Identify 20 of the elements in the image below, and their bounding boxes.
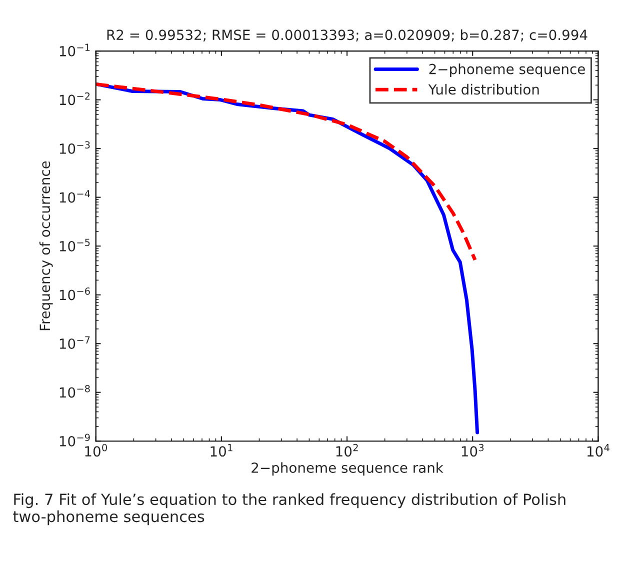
x-tick-label: 10$^{3}$ <box>462 444 484 457</box>
y-axis-title: Frequency of occurrence <box>39 161 53 330</box>
y-tick-label: 10$^{−4}$ <box>60 190 90 203</box>
y-tick-label: 10$^{−5}$ <box>60 238 90 252</box>
x-tick-label: 10$^{1}$ <box>210 444 232 457</box>
y-tick-label: 10$^{−2}$ <box>60 92 90 106</box>
legend-label: 2−phoneme sequence <box>429 64 585 77</box>
x-tick-label: 10$^{0}$ <box>85 444 108 457</box>
y-tick-label: 10$^{−6}$ <box>60 287 90 300</box>
y-tick-label: 10$^{−8}$ <box>60 385 90 398</box>
y-tick-label: 10$^{−1}$ <box>60 44 90 56</box>
y-tick-label: 10$^{−3}$ <box>60 141 90 154</box>
legend-label: Yule distribution <box>428 84 539 95</box>
x-axis-title: 2−phoneme sequence rank <box>252 462 444 476</box>
x-tick-label: 10$^{4}$ <box>587 444 610 457</box>
y-tick-label: 10$^{−9}$ <box>60 434 90 446</box>
chart-title: R2 = 0.99532; RMSE = 0.00013393; a=0.020909; b=0.287; c=0.994 <box>107 29 588 42</box>
y-tick-label: 10$^{−7}$ <box>60 336 90 349</box>
caption: Fig. 7 Fit of Yule’s equation to the ranked frequency distribution of Polish two-phoneme sequences <box>13 493 566 526</box>
x-tick-label: 10$^{2}$ <box>336 444 358 457</box>
